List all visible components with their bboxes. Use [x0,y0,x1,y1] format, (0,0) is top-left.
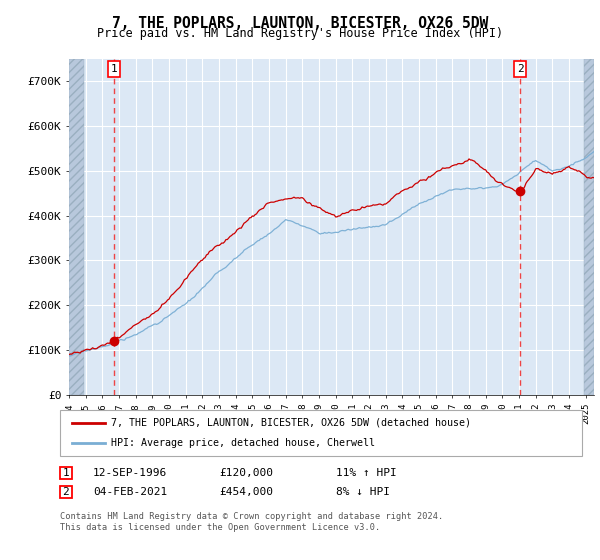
Text: 04-FEB-2021: 04-FEB-2021 [93,487,167,497]
Text: 7, THE POPLARS, LAUNTON, BICESTER, OX26 5DW: 7, THE POPLARS, LAUNTON, BICESTER, OX26 … [112,16,488,31]
Text: 2: 2 [517,64,524,74]
Text: 11% ↑ HPI: 11% ↑ HPI [336,468,397,478]
Text: Price paid vs. HM Land Registry's House Price Index (HPI): Price paid vs. HM Land Registry's House … [97,27,503,40]
Text: Contains HM Land Registry data © Crown copyright and database right 2024.
This d: Contains HM Land Registry data © Crown c… [60,512,443,532]
Text: 2: 2 [62,487,70,497]
Bar [584,59,594,395]
Text: HPI: Average price, detached house, Cherwell: HPI: Average price, detached house, Cher… [111,438,375,449]
Text: 12-SEP-1996: 12-SEP-1996 [93,468,167,478]
Text: £120,000: £120,000 [219,468,273,478]
Text: 8% ↓ HPI: 8% ↓ HPI [336,487,390,497]
Text: 7, THE POPLARS, LAUNTON, BICESTER, OX26 5DW (detached house): 7, THE POPLARS, LAUNTON, BICESTER, OX26 … [111,418,471,428]
Text: 1: 1 [62,468,70,478]
Bar [69,59,85,395]
Text: £454,000: £454,000 [219,487,273,497]
Text: 1: 1 [111,64,118,74]
